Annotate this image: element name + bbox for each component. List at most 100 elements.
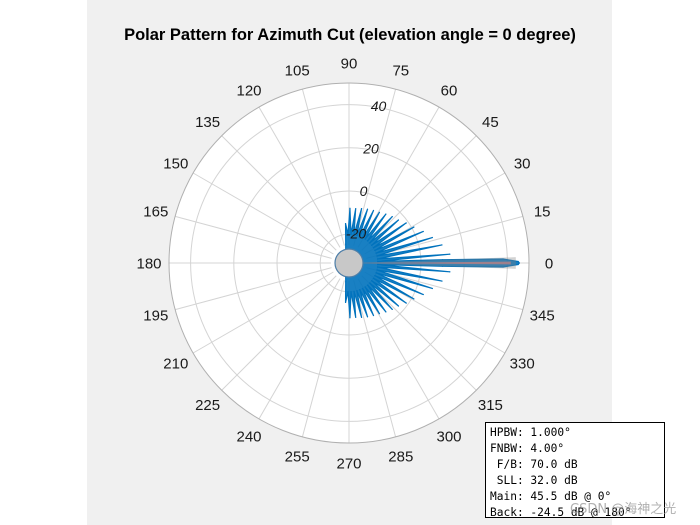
pattern-point — [431, 287, 433, 290]
pattern-point — [353, 234, 355, 236]
pattern-point — [422, 293, 424, 296]
angle-tick-label: 315 — [478, 397, 503, 414]
angle-tick-label: 195 — [143, 307, 168, 324]
angle-tick-label: 90 — [341, 56, 358, 73]
pattern-point — [366, 316, 369, 318]
pattern-point — [413, 226, 415, 228]
figure-margin-left — [0, 0, 87, 525]
pattern-point — [449, 253, 451, 255]
angle-tick-label: 60 — [441, 82, 458, 99]
angle-gridline-45 — [361, 135, 477, 251]
center-disk — [334, 248, 364, 278]
stats-sidelobe-level: SLL: 32.0 dB — [490, 474, 578, 487]
pattern-point — [518, 262, 520, 264]
pattern-point — [371, 280, 373, 282]
stats-front-to-back: F/B: 70.0 dB — [490, 458, 578, 471]
pattern-point — [375, 252, 377, 254]
stats-box: HPBW: 1.000° FNBW: 4.00° F/B: 70.0 dB SL… — [485, 422, 665, 519]
pattern-point — [349, 207, 351, 209]
beamwidth-annotations — [349, 257, 516, 269]
angle-tick-label: 15 — [534, 204, 551, 221]
pattern-point — [369, 242, 371, 244]
pattern-point — [376, 266, 379, 268]
angle-tick-label: 300 — [436, 429, 461, 446]
pattern-point — [366, 240, 369, 242]
angle-gridline-165 — [175, 215, 332, 259]
pattern-point — [366, 208, 369, 210]
angle-gridline-150 — [192, 172, 334, 255]
angle-tick-label: 75 — [392, 62, 409, 79]
angle-tick-label: 270 — [336, 456, 361, 473]
polar-outer-ring — [168, 82, 530, 444]
angle-tick-label: 0 — [545, 256, 553, 273]
pattern-point — [441, 280, 443, 282]
pattern-point — [359, 235, 361, 237]
pattern-point — [441, 259, 444, 261]
pattern-point — [356, 234, 358, 236]
angle-tick-label: 150 — [163, 156, 188, 173]
pattern-point — [405, 222, 407, 224]
pattern-point — [391, 216, 393, 218]
pattern-point — [355, 316, 357, 318]
pattern-point — [361, 287, 364, 290]
angle-tick-label: 165 — [143, 204, 168, 221]
pattern-point — [391, 308, 393, 310]
angle-tick-labels: 0 15 30 45 60 75 90 105 120 135 150 165 180 195 210 225… — [136, 56, 554, 473]
angle-gridline-315 — [361, 275, 477, 391]
pattern-point — [502, 266, 504, 268]
pattern-point — [372, 277, 375, 279]
pattern-point — [385, 213, 387, 215]
radial-tick-labels: -20 0 20 40 — [346, 98, 387, 242]
watermark: CSDN @海神之光 — [570, 502, 677, 517]
angle-gridline-75 — [353, 89, 397, 246]
stats-main-lobe: Main: 45.5 dB @ 0° — [490, 490, 612, 503]
radial-tick-label: -20 — [346, 226, 366, 242]
pattern-point — [349, 317, 351, 319]
angle-gridline-225 — [221, 275, 337, 391]
angle-tick-label: 330 — [510, 356, 535, 373]
pattern-point — [431, 236, 433, 239]
angle-tick-label: 210 — [163, 356, 188, 373]
angle-gridline-135 — [221, 135, 337, 251]
pattern-point — [502, 258, 504, 260]
angle-tick-label: 255 — [285, 449, 310, 466]
pattern-point — [377, 263, 379, 266]
pattern-point — [517, 263, 519, 266]
pattern-point — [371, 244, 373, 246]
angle-gridline-105 — [301, 89, 345, 246]
angle-gridline-240 — [258, 278, 341, 420]
pattern-point — [449, 271, 451, 273]
pattern-point — [344, 301, 347, 304]
angle-tick-label: 135 — [195, 114, 220, 131]
pattern-point — [376, 255, 378, 257]
angle-tick-label: 105 — [285, 62, 310, 79]
angle-tick-label: 45 — [482, 114, 499, 131]
pattern-point — [369, 282, 371, 284]
angle-tick-label: 240 — [236, 429, 261, 446]
radial-tick-label: 40 — [371, 98, 387, 114]
pattern-point — [350, 233, 352, 235]
stats-hpbw: HPBW: 1.000° — [490, 426, 571, 439]
angle-tick-label: 285 — [388, 449, 413, 466]
radial-tick-label: 0 — [360, 183, 368, 199]
angle-gridline-210 — [192, 271, 334, 354]
radial-tick-label: 20 — [362, 141, 379, 157]
pattern-point — [374, 249, 376, 251]
pattern-point — [353, 290, 355, 292]
pattern-point — [422, 230, 424, 233]
stats-fnbw: FNBW: 4.00° — [490, 442, 565, 455]
pattern-point — [350, 291, 352, 293]
stats-back-lobe: Back: -24.5 dB @ 180° — [490, 506, 632, 519]
pattern-point — [356, 290, 358, 292]
pattern-point — [397, 305, 400, 307]
pattern-point — [347, 291, 349, 293]
pattern-point — [375, 272, 377, 274]
angle-tick-label: 180 — [136, 256, 161, 273]
pattern-point — [378, 211, 381, 213]
pattern-point — [378, 313, 381, 315]
pattern-point — [372, 247, 375, 249]
pattern-point — [344, 222, 347, 225]
pattern-point — [345, 243, 347, 245]
pattern-point — [361, 236, 364, 239]
